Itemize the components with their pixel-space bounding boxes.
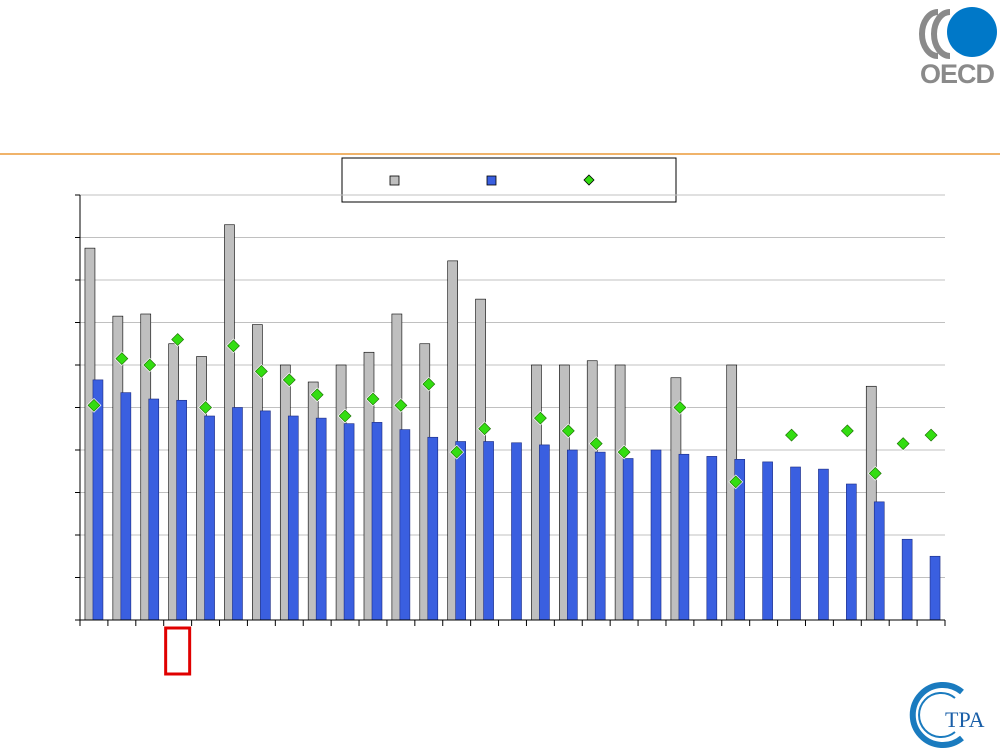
bar-blue xyxy=(622,458,634,621)
bar-blue xyxy=(790,466,801,621)
tpa-logo-text: TPA xyxy=(945,707,985,732)
marker-point-outline xyxy=(143,358,157,372)
marker-point-outline xyxy=(422,377,436,391)
bar-blue xyxy=(929,555,941,621)
marker-point-outline xyxy=(840,424,854,438)
marker-point-outline xyxy=(282,373,296,387)
marker-point-outline xyxy=(924,428,938,442)
marker-point-outline xyxy=(254,364,268,378)
bar-blue xyxy=(650,449,662,621)
bar-blue xyxy=(92,379,104,621)
marker-point-outline xyxy=(729,475,743,489)
bar-blue xyxy=(873,501,885,621)
bar-blue xyxy=(232,407,243,621)
tpa-logo-c-outer xyxy=(909,682,964,748)
marker-point-outline xyxy=(785,428,798,442)
bars xyxy=(84,224,941,621)
bar-blue xyxy=(427,436,439,621)
marker-point-outline xyxy=(896,437,910,451)
oecd-logo: OECD xyxy=(919,7,997,89)
bar-blue xyxy=(260,410,271,621)
bar-blue xyxy=(594,451,606,621)
marker-point-outline xyxy=(366,392,380,406)
tpa-logo-c-inner xyxy=(918,692,956,738)
marker-point-outline xyxy=(115,352,129,366)
bar-blue xyxy=(120,392,132,621)
bar-blue xyxy=(539,444,550,621)
markers xyxy=(86,332,939,490)
bar-blue xyxy=(455,441,466,621)
axes xyxy=(75,194,946,626)
bar-blue xyxy=(315,417,327,621)
marker-point-outline xyxy=(617,445,631,459)
legend-key-blue-bar xyxy=(486,175,497,186)
marker-point-outline xyxy=(589,437,603,451)
bar-blue xyxy=(567,449,578,621)
bar-blue xyxy=(706,456,718,621)
marker-point-outline xyxy=(227,339,240,353)
marker-point-outline xyxy=(338,409,352,423)
marker-point-outline xyxy=(394,398,408,412)
bar-blue xyxy=(483,441,494,621)
bar-blue xyxy=(846,483,857,621)
bar-blue xyxy=(371,422,383,621)
highlight-box xyxy=(164,626,192,676)
bar-blue xyxy=(204,415,215,621)
marker-point-outline xyxy=(561,424,575,438)
bar-blue xyxy=(343,423,355,621)
bar-blue xyxy=(762,461,773,621)
marker-point-outline xyxy=(450,445,464,459)
tpa-logo: TPA xyxy=(909,682,985,748)
bar-blue xyxy=(511,442,522,621)
marker-point-outline xyxy=(171,333,185,346)
marker-point-outline xyxy=(868,466,882,480)
bar-blue xyxy=(678,453,690,621)
oecd-logo-arc-1 xyxy=(919,9,939,59)
bar-blue xyxy=(148,398,160,621)
marker-point-outline xyxy=(310,388,324,402)
marker-point-outline xyxy=(87,398,101,412)
bar-blue xyxy=(399,429,411,621)
marker-point-outline xyxy=(478,422,492,436)
legend-key-green-marker xyxy=(583,174,595,186)
oecd-logo-circle xyxy=(947,7,997,57)
bar-blue xyxy=(176,399,187,621)
bar-blue xyxy=(818,468,829,621)
marker-point-outline xyxy=(533,411,547,425)
oecd-logo-text: OECD xyxy=(920,59,995,89)
marker-point-outline xyxy=(199,401,212,414)
oecd-logo-arc-2 xyxy=(931,9,951,59)
legend-key-gray-bar xyxy=(389,175,400,186)
bar-blue xyxy=(901,538,913,621)
marker-point-outline xyxy=(673,401,687,414)
bar-blue xyxy=(287,415,299,621)
